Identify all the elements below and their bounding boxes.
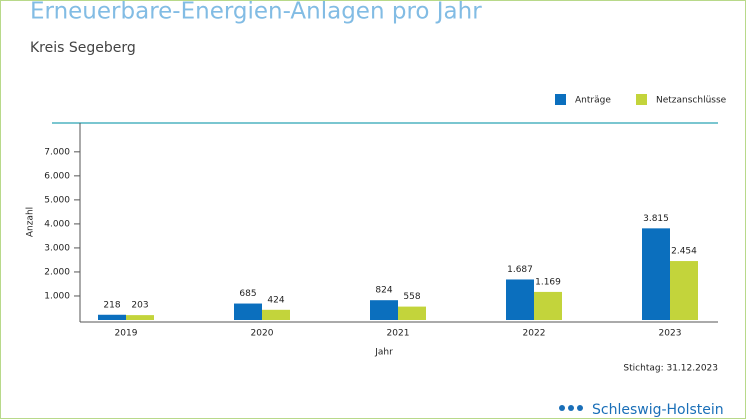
data-label: 558 [403, 292, 420, 302]
bar [370, 300, 398, 320]
data-label: 824 [375, 286, 392, 296]
bar [534, 291, 562, 320]
x-tick-label: 2023 [659, 329, 682, 339]
logo-text: Schleswig-Holstein [592, 402, 724, 418]
y-tick-label: 7.000 [44, 147, 70, 157]
x-tick-label: 2019 [115, 329, 138, 339]
logo-icon [577, 405, 583, 411]
bar [234, 303, 262, 320]
chart-title: Erneuerbare-Energien-Anlagen pro Jahr [30, 0, 482, 25]
data-label: 1.687 [507, 265, 533, 275]
data-label: 424 [267, 295, 284, 305]
logo-icon [568, 405, 574, 411]
data-label: 685 [239, 289, 256, 299]
legend-swatch [555, 94, 566, 105]
y-tick-label: 1.000 [44, 291, 70, 301]
bar [126, 315, 154, 320]
bar [506, 279, 534, 320]
y-tick-label: 3.000 [44, 243, 70, 253]
x-tick-label: 2020 [251, 329, 274, 339]
logo-icon [559, 405, 565, 411]
y-tick-label: 6.000 [44, 171, 70, 181]
bar [262, 309, 290, 320]
y-tick-label: 2.000 [44, 267, 70, 277]
data-label: 2.454 [671, 247, 697, 257]
data-label: 218 [103, 300, 120, 310]
logo: Schleswig-Holstein [559, 402, 724, 418]
legend-label: Anträge [575, 96, 611, 106]
data-label: 1.169 [535, 277, 561, 287]
bar [670, 261, 698, 320]
data-label: 3.815 [643, 214, 669, 224]
note: Stichtag: 31.12.2023 [623, 364, 718, 374]
chart-subtitle: Kreis Segeberg [30, 40, 136, 56]
y-axis-label: Anzahl [26, 207, 36, 237]
bar [642, 228, 670, 320]
bar [98, 314, 126, 320]
x-tick-label: 2022 [523, 329, 546, 339]
y-tick-label: 5.000 [44, 195, 70, 205]
data-label: 203 [131, 301, 148, 311]
bar [398, 306, 426, 320]
x-tick-label: 2021 [387, 329, 410, 339]
x-axis-label: Jahr [374, 348, 393, 358]
legend-swatch [636, 94, 647, 105]
y-tick-label: 4.000 [44, 219, 70, 229]
legend-label: Netzanschlüsse [656, 96, 727, 106]
